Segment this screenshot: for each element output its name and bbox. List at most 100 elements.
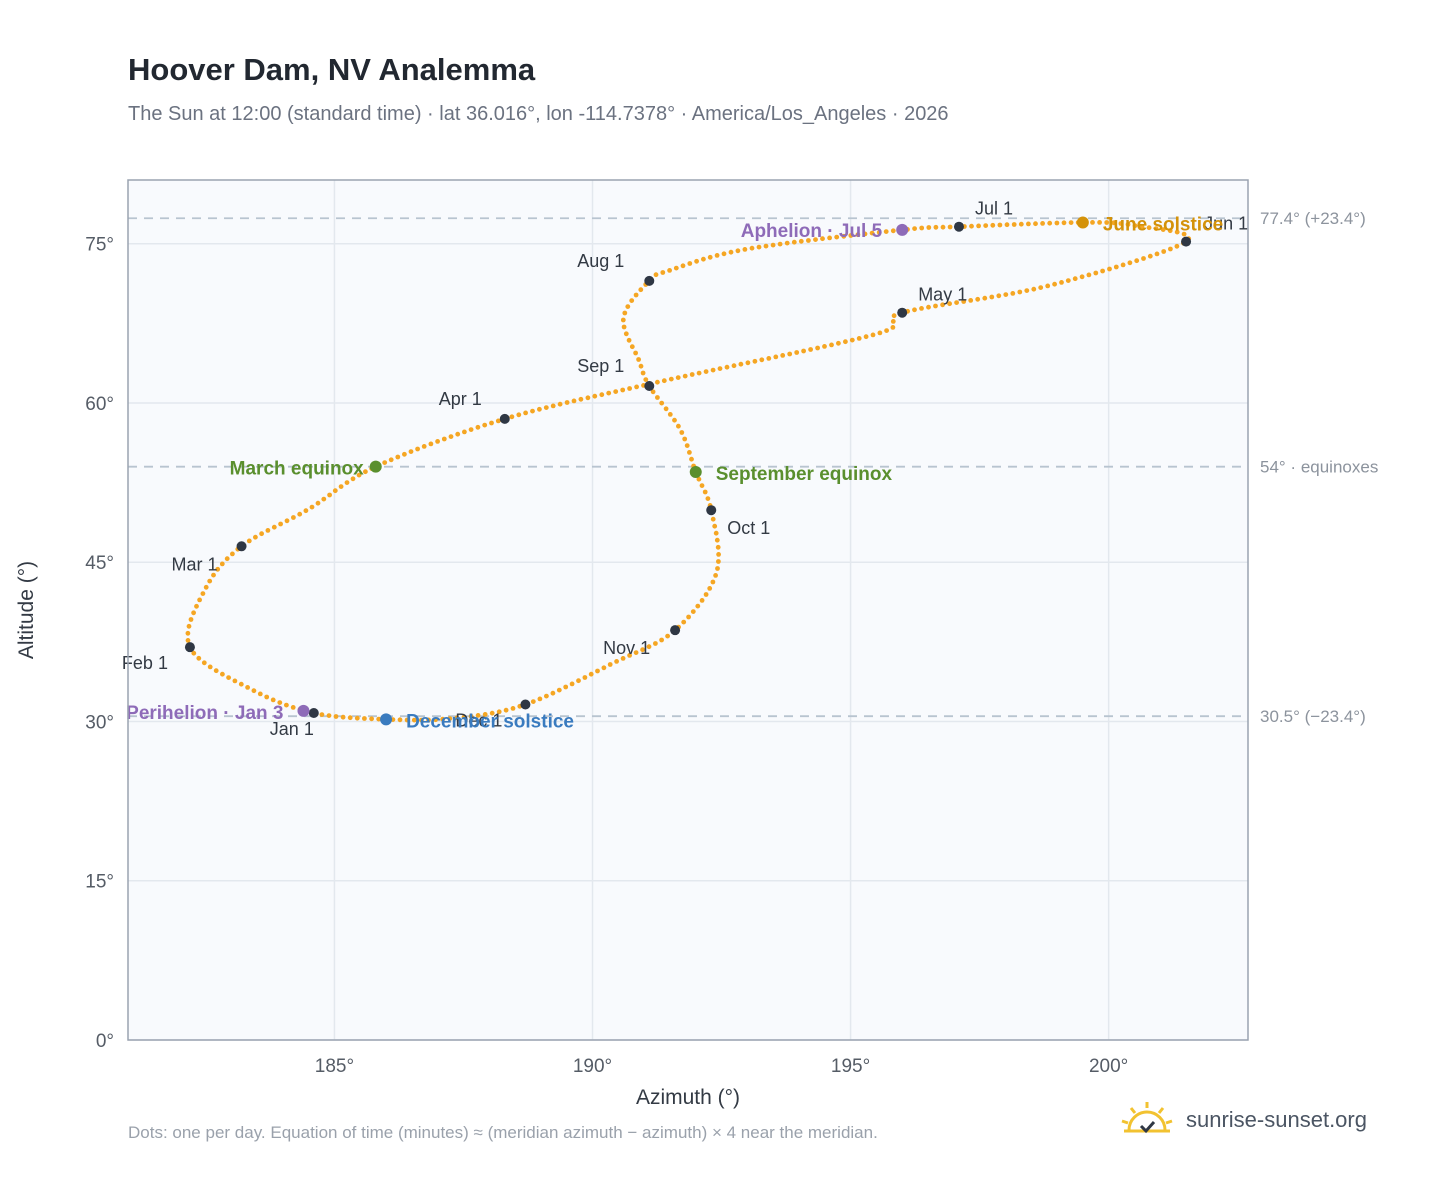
daily-sun-dot <box>620 387 626 393</box>
daily-sun-dot <box>435 439 440 444</box>
daily-sun-dot <box>426 717 431 723</box>
daily-sun-dot <box>496 709 502 715</box>
daily-sun-dot <box>653 641 658 646</box>
month-marker-dot <box>236 541 247 552</box>
daily-sun-dot <box>428 441 434 447</box>
daily-sun-dot <box>440 716 446 722</box>
daily-sun-dot <box>362 716 367 721</box>
daily-sun-dot <box>264 694 270 700</box>
daily-sun-dot <box>448 434 454 439</box>
y-tick-label: 75° <box>85 235 114 256</box>
daily-sun-dot <box>203 584 209 590</box>
daily-sun-dot <box>1113 264 1119 270</box>
daily-sun-dot <box>636 357 641 362</box>
daily-sun-dot <box>1011 222 1017 227</box>
daily-sun-dot <box>1031 286 1037 292</box>
daily-sun-dot <box>862 231 868 237</box>
special-point-dot <box>297 704 310 717</box>
daily-sun-dot <box>1107 266 1112 272</box>
daily-sun-dot <box>1090 220 1095 225</box>
daily-sun-dot <box>569 681 575 687</box>
daily-sun-dot <box>707 254 713 260</box>
daily-sun-dot <box>578 396 584 402</box>
daily-sun-dot <box>653 272 659 278</box>
daily-sun-dot <box>855 232 861 238</box>
daily-sun-dot <box>556 687 562 693</box>
daily-sun-dot <box>185 638 191 643</box>
daily-sun-dot <box>191 650 197 656</box>
daily-sun-dot <box>363 469 368 475</box>
daily-sun-dot <box>626 337 632 343</box>
daily-sun-dot <box>933 224 939 230</box>
daily-sun-dot <box>686 614 691 620</box>
daily-sun-dot <box>1160 227 1166 233</box>
daily-sun-dot <box>759 357 765 363</box>
daily-sun-dot <box>186 623 192 629</box>
x-axis-title: Azimuth (°) <box>636 1086 740 1109</box>
daily-sun-dot <box>640 370 646 376</box>
daily-sun-dot <box>544 693 549 699</box>
daily-sun-dot <box>724 364 730 370</box>
daily-sun-dot <box>791 239 797 245</box>
daily-sun-dot <box>684 443 690 448</box>
x-tick-label: 200° <box>1089 1056 1128 1077</box>
daily-sun-dot <box>947 301 952 307</box>
special-point-dot <box>1076 216 1089 229</box>
daily-sun-dot <box>215 566 221 572</box>
daily-sun-dot <box>808 347 813 352</box>
daily-sun-dot <box>246 538 252 544</box>
special-points: March equinox September equinox June solst… <box>126 214 1223 732</box>
daily-sun-dot <box>713 573 718 578</box>
daily-sun-dot <box>787 351 793 357</box>
month-marker-label: Sep 1 <box>577 356 624 376</box>
daily-sun-dot <box>194 603 199 609</box>
chart-title: Hoover Dam, NV Analemma <box>128 52 536 87</box>
daily-sun-dot <box>629 344 635 350</box>
daily-sun-dot <box>622 310 628 316</box>
daily-sun-dot <box>270 697 276 703</box>
daily-sun-dot <box>689 456 694 462</box>
daily-sun-dot <box>571 398 577 404</box>
daily-sun-dot <box>489 710 495 716</box>
month-marker-dot <box>499 413 510 424</box>
brand[interactable]: sunrise-sunset.org <box>1120 1100 1367 1140</box>
daily-sun-dot <box>679 430 685 435</box>
daily-sun-dot <box>815 345 820 351</box>
daily-sun-dot <box>1079 274 1085 280</box>
daily-sun-dot <box>563 684 569 690</box>
daily-sun-dot <box>629 298 635 303</box>
daily-sun-dot <box>251 688 257 694</box>
daily-sun-dot <box>1047 220 1053 226</box>
daily-sun-dot <box>454 715 460 721</box>
daily-sun-dot <box>1120 262 1126 268</box>
daily-sun-dot <box>207 578 213 584</box>
daily-sun-dot <box>633 650 639 655</box>
daily-sun-dot <box>303 508 309 514</box>
daily-sun-dot <box>1065 278 1071 283</box>
daily-sun-dot <box>455 431 461 437</box>
month-marker-label: Oct 1 <box>727 518 770 538</box>
daily-sun-dot <box>701 256 706 262</box>
daily-sun-dot <box>690 609 696 614</box>
daily-sun-dot <box>856 336 862 341</box>
daily-sun-dot <box>475 713 481 718</box>
daily-sun-dot <box>715 544 721 550</box>
daily-sun-dot <box>836 340 841 346</box>
daily-sun-dot <box>756 244 762 250</box>
daily-sun-dot <box>1147 253 1153 259</box>
daily-sun-dot <box>537 406 542 412</box>
daily-sun-dot <box>623 331 629 337</box>
daily-sun-dot <box>265 528 271 533</box>
month-marker-dot <box>308 707 319 718</box>
daily-sun-dot <box>297 511 303 517</box>
y-axis-title: Altitude (°) <box>15 561 38 659</box>
daily-sun-dot <box>667 412 673 417</box>
daily-sun-dot <box>1038 285 1044 290</box>
daily-sun-dot <box>503 707 509 713</box>
daily-sun-dot <box>876 230 882 235</box>
month-marker-dot <box>644 275 655 286</box>
daily-sun-dot <box>884 328 889 333</box>
daily-sun-dot <box>369 716 374 722</box>
y-tick-label: 15° <box>85 872 114 893</box>
daily-sun-dot <box>1054 220 1060 226</box>
